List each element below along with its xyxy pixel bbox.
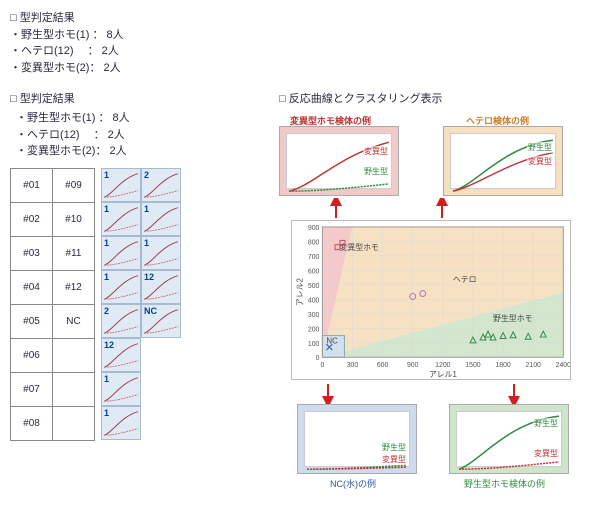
svg-text:600: 600 — [308, 268, 320, 275]
svg-text:ヘテロ: ヘテロ — [453, 275, 477, 284]
table-cell: #07 — [11, 372, 53, 406]
svg-text:0: 0 — [316, 355, 320, 362]
left-column: □ 型判定結果 ・野生型ホモ(1) ： 8人 ・ヘテロ(12) ： 2人 ・変異… — [10, 90, 265, 482]
cluster-diagram: 変異型ホモ検体の例 変異型 野生型 ヘテロ検体の例 — [279, 112, 589, 482]
curve-cell: 12 — [101, 338, 141, 372]
sample-table: #01#09#02#10#03#11#04#12#05NC#06#07#08 — [10, 168, 95, 441]
svg-text:アレル2: アレル2 — [296, 278, 305, 306]
panel-wt-leg-mut: 変異型 — [533, 448, 559, 459]
svg-text:0: 0 — [320, 362, 324, 369]
top-heading: □ 型判定結果 — [10, 10, 590, 27]
svg-text:500: 500 — [308, 283, 320, 290]
panel-nc-example: 野生型 変異型 NC(水)の例 — [297, 404, 417, 474]
curve-cell: 1 — [101, 270, 141, 304]
panel-wt-leg-wt: 野生型 — [533, 418, 559, 429]
left-line-0: ・野生型ホモ(1) ： 8人 — [16, 110, 265, 127]
top-line-0: ・野生型ホモ(1) ： 8人 — [10, 27, 590, 44]
table-cell: #10 — [53, 202, 95, 236]
svg-text:野生型ホモ: 野生型ホモ — [493, 313, 533, 323]
curve-cell: 2 — [101, 304, 141, 338]
svg-text:2400: 2400 — [556, 362, 570, 369]
svg-text:1500: 1500 — [465, 362, 481, 369]
left-line-2: ・変異型ホモ(2)： 2人 — [16, 143, 265, 160]
svg-text:800: 800 — [308, 239, 320, 246]
right-heading: □ 反応曲線とクラスタリング表示 — [279, 90, 590, 106]
table-cell: #02 — [11, 202, 53, 236]
arrow-wt — [507, 382, 521, 404]
svg-text:アレル1: アレル1 — [429, 370, 457, 379]
table-cell: #11 — [53, 236, 95, 270]
arrow-mutant — [329, 198, 343, 220]
curve-cell: 1 — [101, 168, 141, 202]
panel-hetero-leg-mut: 変異型 — [527, 156, 553, 167]
svg-text:300: 300 — [347, 362, 359, 369]
svg-text:900: 900 — [308, 225, 320, 232]
curve-cell — [141, 338, 181, 372]
arrow-hetero — [435, 198, 449, 220]
svg-text:700: 700 — [308, 254, 320, 261]
table-cell: #09 — [53, 168, 95, 202]
top-line-2: ・変異型ホモ(2)： 2人 — [10, 60, 590, 77]
svg-text:600: 600 — [377, 362, 389, 369]
svg-text:1200: 1200 — [435, 362, 451, 369]
panel-nc-leg-mut: 変異型 — [381, 454, 407, 465]
right-column: □ 反応曲線とクラスタリング表示 変異型ホモ検体の例 変異型 野生型 ヘテロ検体… — [279, 90, 590, 482]
svg-text:200: 200 — [308, 326, 320, 333]
panel-mutant-title: 変異型ホモ検体の例 — [290, 114, 371, 127]
table-cell: #12 — [53, 270, 95, 304]
top-line-1: ・ヘテロ(12) ： 2人 — [10, 43, 590, 60]
table-cell — [53, 338, 95, 372]
svg-text:400: 400 — [308, 297, 320, 304]
svg-text:100: 100 — [308, 341, 320, 348]
svg-text:900: 900 — [407, 362, 419, 369]
table-cell: #05 — [11, 304, 53, 338]
table-cell: #01 — [11, 168, 53, 202]
curve-cell: 1 — [141, 236, 181, 270]
scatter-svg: 0 300 600 900 1200 1500 1800 2100 2400 0 100 200 300… — [292, 221, 570, 379]
curve-cell: 12 — [141, 270, 181, 304]
top-genotype-results: □ 型判定結果 ・野生型ホモ(1) ： 8人 ・ヘテロ(12) ： 2人 ・変異… — [10, 10, 590, 76]
curve-cell: 1 — [141, 202, 181, 236]
arrow-nc — [321, 382, 335, 404]
table-cell: #08 — [11, 406, 53, 440]
table-cell: #04 — [11, 270, 53, 304]
panel-hetero-leg-wt: 野生型 — [527, 142, 553, 153]
table-cell: NC — [53, 304, 95, 338]
table-cell: #03 — [11, 236, 53, 270]
panel-hetero-example: ヘテロ検体の例 野生型 変異型 — [443, 126, 563, 196]
curve-cell: 1 — [101, 372, 141, 406]
panel-wt-example: 野生型 変異型 野生型ホモ検体の例 — [449, 404, 569, 474]
curve-cell — [141, 372, 181, 406]
svg-text:2100: 2100 — [526, 362, 542, 369]
panel-hetero-title: ヘテロ検体の例 — [466, 114, 529, 127]
curve-cell: 1 — [101, 406, 141, 440]
svg-text:300: 300 — [308, 312, 320, 319]
left-heading: □ 型判定結果 — [10, 90, 265, 106]
left-line-1: ・ヘテロ(12) ： 2人 — [16, 127, 265, 144]
svg-text:1800: 1800 — [495, 362, 511, 369]
panel-mutant-leg-mut: 変異型 — [363, 146, 389, 157]
table-cell: #06 — [11, 338, 53, 372]
curve-cell: NC — [141, 304, 181, 338]
panel-wt-title: 野生型ホモ検体の例 — [464, 477, 545, 490]
curve-grid: 1211111122NC1211 — [101, 168, 181, 441]
curve-cell: 2 — [141, 168, 181, 202]
panel-mutant-leg-wt: 野生型 — [363, 166, 389, 177]
panel-nc-title: NC(水)の例 — [330, 477, 376, 490]
panel-nc-leg-wt: 野生型 — [381, 442, 407, 453]
curve-cell: 1 — [101, 202, 141, 236]
curve-cell — [141, 406, 181, 440]
table-cell — [53, 372, 95, 406]
curve-cell: 1 — [101, 236, 141, 270]
cluster-scatter: 0 300 600 900 1200 1500 1800 2100 2400 0 100 200 300… — [291, 220, 571, 380]
table-cell — [53, 406, 95, 440]
panel-mutant-example: 変異型ホモ検体の例 変異型 野生型 — [279, 126, 399, 196]
